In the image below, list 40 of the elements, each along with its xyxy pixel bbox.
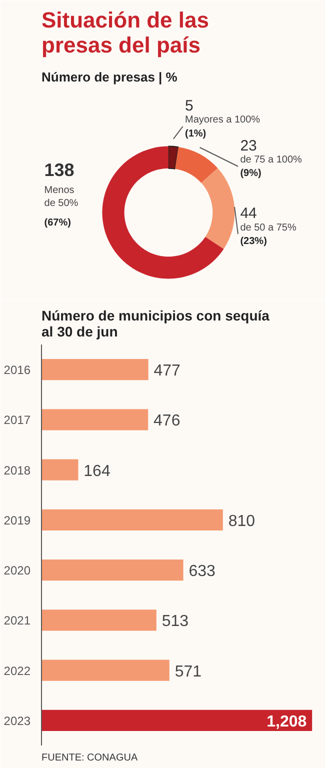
y-tick-label: 2017 [4,413,31,428]
chart-title: Número de municipios con sequía al 30 de jun [42,308,270,340]
bar [42,509,223,530]
y-tick-label: 2020 [4,564,31,578]
data-label: 5 [185,97,194,114]
y-tick-label: 2019 [4,513,31,528]
data-label: 810 [228,512,256,530]
y-tick-label: 2021 [4,614,31,628]
bar [42,710,312,731]
y-tick-label: 2016 [4,363,31,378]
chart-title: Situación de las presas del país [42,8,209,58]
data-label: 44 [240,204,257,222]
bar [42,459,78,480]
slice-label: de 75 a 100% [240,154,302,166]
data-label: 477 [154,362,181,380]
y-tick-label: 2022 [4,664,31,678]
slice-label: de 50 a 75% [240,222,296,234]
data-label: 138 [44,160,74,180]
bar [42,560,184,581]
text: (67%) [44,217,71,228]
data-label: 633 [188,563,216,580]
data-label: 1,208 [266,713,307,730]
data-label: 571 [174,663,202,680]
bar [42,359,148,380]
y-tick-label: 2023 [4,714,31,728]
text: (9%) [240,168,262,180]
bar [42,409,148,430]
y-tick-label: 2018 [4,463,31,478]
data-label: 513 [162,613,189,630]
chart-subtitle: Número de presas | % [42,70,178,84]
data-label: 476 [154,412,180,430]
bar [42,660,170,681]
data-label: 164 [84,462,110,480]
slice-label: Menos de 50% [44,185,78,210]
source-note: FUENTE: CONAGUA [42,752,138,764]
text: (1%) [185,128,206,140]
slice-label: Mayores a 100% [185,114,260,126]
bar [42,610,156,631]
text: (23%) [240,236,267,247]
data-label: 23 [240,137,257,154]
